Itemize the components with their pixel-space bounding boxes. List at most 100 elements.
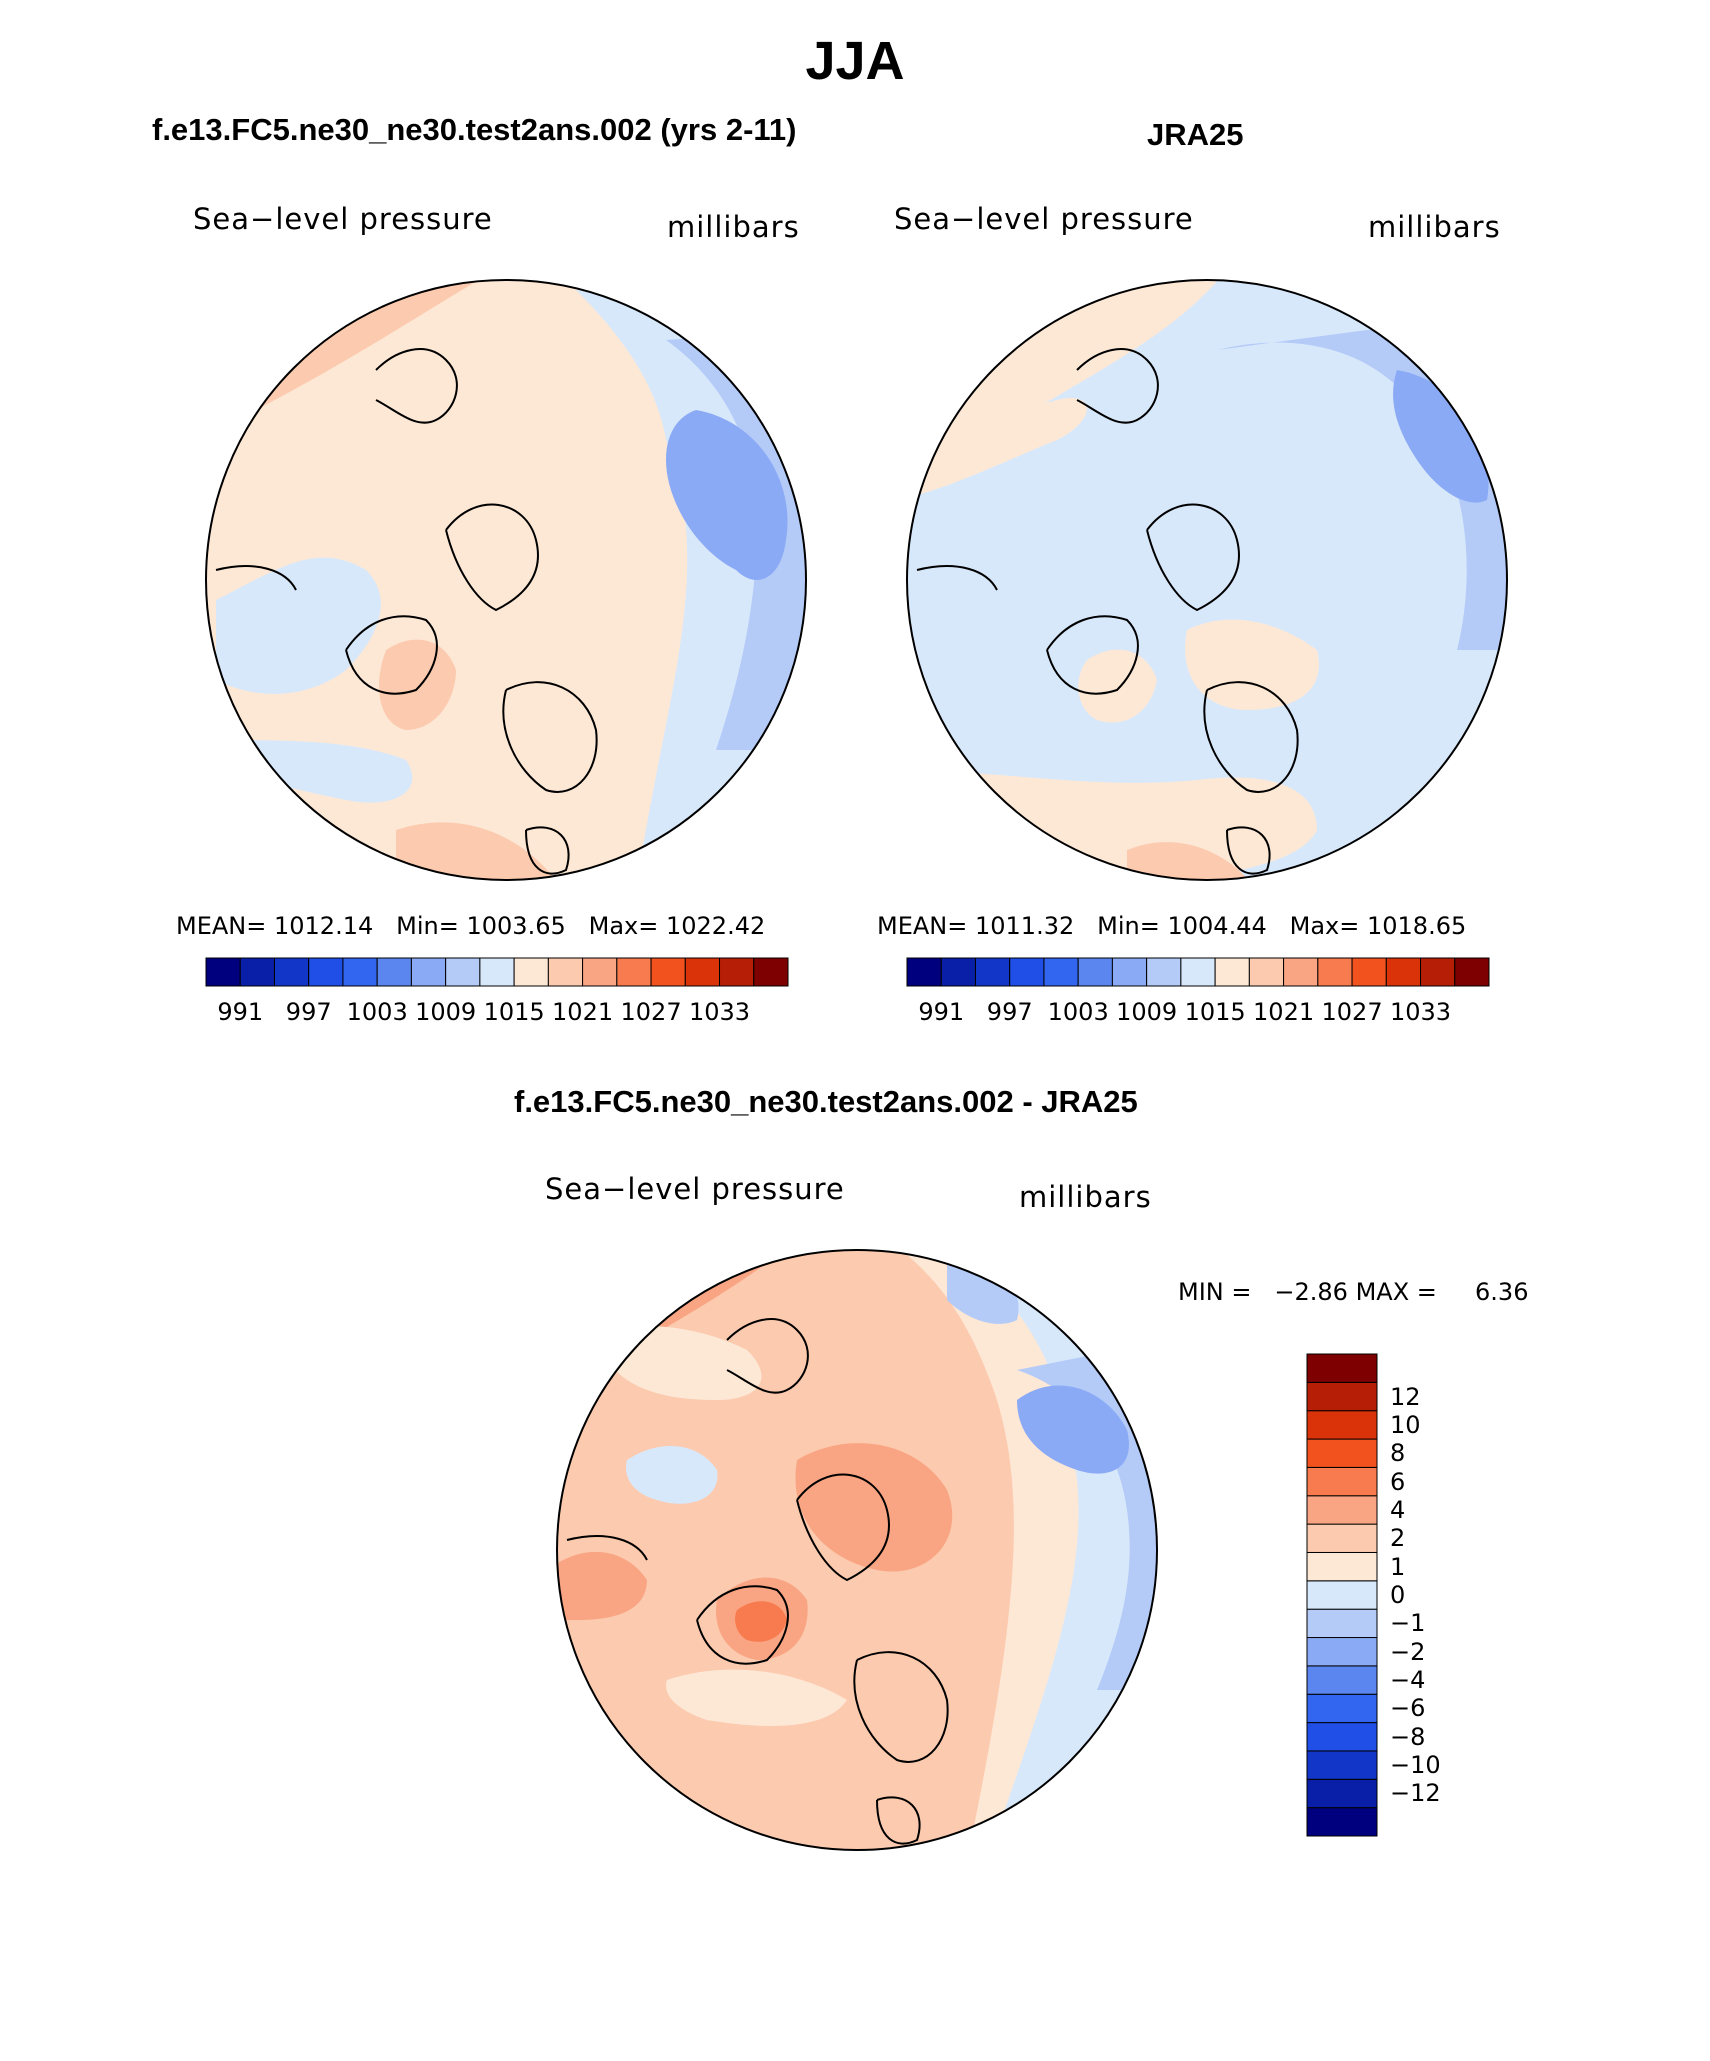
panel2-colorbar-swatch bbox=[1009, 957, 1045, 987]
panel1-colorbar-swatch bbox=[582, 957, 618, 987]
panel2-colorbar-swatch bbox=[1454, 957, 1490, 987]
panel3-colorbar-swatch bbox=[1306, 1608, 1378, 1639]
panel1-colorbar-swatch bbox=[684, 957, 721, 987]
panel3-units-label: millibars bbox=[1019, 1180, 1152, 1214]
panel1-title: f.e13.FC5.ne30_ne30.test2ans.002 (yrs 2-… bbox=[152, 112, 797, 147]
panel3-min-label: MIN = bbox=[1178, 1278, 1252, 1306]
panel3-variable-label: Sea−level pressure bbox=[545, 1172, 845, 1206]
panel1-mean-label: MEAN= bbox=[176, 912, 267, 940]
panel3-colorbar-tick-label: 8 bbox=[1390, 1439, 1406, 1468]
panel3-stats: MIN = −2.86 MAX = 6.36 bbox=[1178, 1278, 1528, 1306]
panel3-map-border bbox=[556, 1249, 1158, 1851]
panel3-colorbar-swatch bbox=[1306, 1665, 1378, 1695]
panel1-stats: MEAN= 1012.14 Min= 1003.65 Max= 1022.42 bbox=[176, 912, 765, 940]
panel1-colorbar-tick-label: 1003 bbox=[346, 998, 408, 1026]
panel1-colorbar-swatch bbox=[719, 957, 755, 987]
panel3-map bbox=[556, 1249, 1158, 1851]
panel3-colorbar-swatch bbox=[1306, 1580, 1378, 1610]
panel1-colorbar-tick-label: 1033 bbox=[688, 998, 751, 1026]
panel3-coastlines bbox=[566, 1318, 949, 1845]
panel3-colorbar-swatch bbox=[1306, 1551, 1378, 1582]
panel1-colorbar-tick-label: 991 bbox=[217, 998, 264, 1026]
panel1-coastlines bbox=[215, 348, 598, 875]
panel3-colorbar-tick-label: −6 bbox=[1390, 1694, 1426, 1723]
panel1-colorbar-tick-label: 1009 bbox=[415, 998, 477, 1026]
panel1-colorbar-swatch bbox=[650, 957, 686, 987]
panel3-neutral-pacific bbox=[607, 1326, 762, 1400]
panel1-variable-label: Sea−level pressure bbox=[193, 202, 493, 236]
panel3-colorbar-swatch bbox=[1306, 1722, 1378, 1752]
panel1-low-arctic-canada bbox=[216, 557, 381, 694]
panel2-colorbar-labels: 991 997 1003 1009 1015 1021 1027 1033 bbox=[906, 998, 1490, 1028]
panel2-colorbar-swatch bbox=[1180, 957, 1216, 987]
panel1-units-label: millibars bbox=[667, 210, 800, 244]
panel2-colorbar-tick-label: 997 bbox=[986, 998, 1033, 1026]
panel2-min-value: 1004.44 bbox=[1167, 912, 1267, 940]
panel1-colorbar-swatch bbox=[239, 957, 275, 987]
panel2-colorbar-swatch bbox=[1385, 957, 1422, 987]
panel2-max-label: Max= bbox=[1289, 912, 1360, 940]
panel2-colorbar-swatch bbox=[974, 957, 1011, 987]
panel3-colorbar-tick-label: 0 bbox=[1390, 1581, 1406, 1609]
panel3-colorbar-swatch bbox=[1306, 1381, 1378, 1412]
panel3-colorbar-swatch bbox=[1306, 1637, 1378, 1667]
panel1-colorbar-swatch bbox=[513, 957, 549, 987]
panel3-colorbar-tick-label: 6 bbox=[1390, 1467, 1406, 1496]
panel3-colorbar-tick-label: 12 bbox=[1390, 1382, 1421, 1411]
panel3-high-west bbox=[557, 1551, 647, 1620]
panel2-colorbar-tick-label: 1003 bbox=[1047, 998, 1109, 1026]
panel2-colorbar-swatch bbox=[1111, 957, 1148, 987]
panel1-colorbar-swatch bbox=[445, 957, 481, 987]
panel2-colorbar-tick-label: 1033 bbox=[1389, 998, 1452, 1026]
panel1-low-north-atlantic bbox=[226, 740, 413, 803]
panel3-colorbar-swatch bbox=[1306, 1438, 1378, 1468]
panel2-mean-label: MEAN= bbox=[877, 912, 968, 940]
panel1-colorbar-swatch bbox=[547, 957, 584, 987]
panel3-max-value: 6.36 bbox=[1475, 1278, 1529, 1306]
panel3-colorbar-swatch bbox=[1306, 1466, 1378, 1497]
panel2-units-label: millibars bbox=[1368, 210, 1501, 244]
panel1-colorbar-swatch bbox=[342, 957, 378, 987]
panel2-colorbar-tick-label: 991 bbox=[918, 998, 965, 1026]
panel2-mean-value: 1011.32 bbox=[975, 912, 1075, 940]
panel3-low-east-3 bbox=[1017, 1385, 1129, 1474]
panel2-map-border bbox=[906, 279, 1508, 881]
panel2-colorbar-swatch bbox=[1248, 957, 1285, 987]
panel1-colorbar-labels: 991 997 1003 1009 1015 1021 1027 1033 bbox=[205, 998, 789, 1028]
panel2-colorbar-swatch bbox=[1283, 957, 1319, 987]
panel3-low-canada bbox=[626, 1446, 718, 1504]
panel3-colorbar-tick-label: 1 bbox=[1390, 1552, 1406, 1581]
panel1-colorbar-swatch bbox=[410, 957, 447, 987]
panel3-low-east-2 bbox=[1017, 1340, 1157, 1690]
panel3-colorbar bbox=[1306, 1353, 1378, 1837]
panel1-map bbox=[205, 279, 807, 881]
panel1-colorbar-swatch bbox=[479, 957, 515, 987]
panel2-high-greenland bbox=[1078, 649, 1157, 723]
panel1-colorbar-swatch bbox=[205, 957, 241, 987]
panel1-max-label: Max= bbox=[588, 912, 659, 940]
panel2-colorbar-swatch bbox=[906, 957, 942, 987]
panel2-variable-label: Sea−level pressure bbox=[894, 202, 1194, 236]
panel3-colorbar-swatch bbox=[1306, 1353, 1378, 1383]
panel2-colorbar-tick-label: 1021 bbox=[1253, 998, 1315, 1026]
panel1-colorbar-swatch bbox=[308, 957, 344, 987]
panel3-colorbar-swatch bbox=[1306, 1778, 1378, 1809]
panel2-min-label: Min= bbox=[1097, 912, 1160, 940]
panel2-colorbar-swatch bbox=[1317, 957, 1353, 987]
panel3-colorbar-labels: 12 10 8 6 4 2 1 0 −1 −2 −4 −6 −8 −10 −12 bbox=[1390, 1353, 1470, 1837]
panel3-colorbar-tick-label: −1 bbox=[1390, 1609, 1426, 1638]
panel1-max-value: 1022.42 bbox=[666, 912, 766, 940]
panel2-colorbar-swatch bbox=[1420, 957, 1456, 987]
panel3-colorbar-swatch bbox=[1306, 1750, 1378, 1780]
panel1-colorbar-swatch bbox=[273, 957, 310, 987]
panel1-colorbar-tick-label: 1027 bbox=[620, 998, 682, 1026]
panel3-colorbar-tick-label: −10 bbox=[1390, 1751, 1441, 1780]
panel2-high-pacific bbox=[907, 398, 1087, 500]
panel3-colorbar-swatch bbox=[1306, 1495, 1378, 1525]
figure-title: JJA bbox=[805, 31, 905, 91]
panel1-colorbar-tick-label: 997 bbox=[285, 998, 332, 1026]
panel1-colorbar-swatch bbox=[376, 957, 412, 987]
panel1-colorbar-swatch bbox=[616, 957, 652, 987]
panel1-mean-value: 1012.14 bbox=[274, 912, 374, 940]
panel3-colorbar-tick-label: 4 bbox=[1390, 1495, 1406, 1524]
